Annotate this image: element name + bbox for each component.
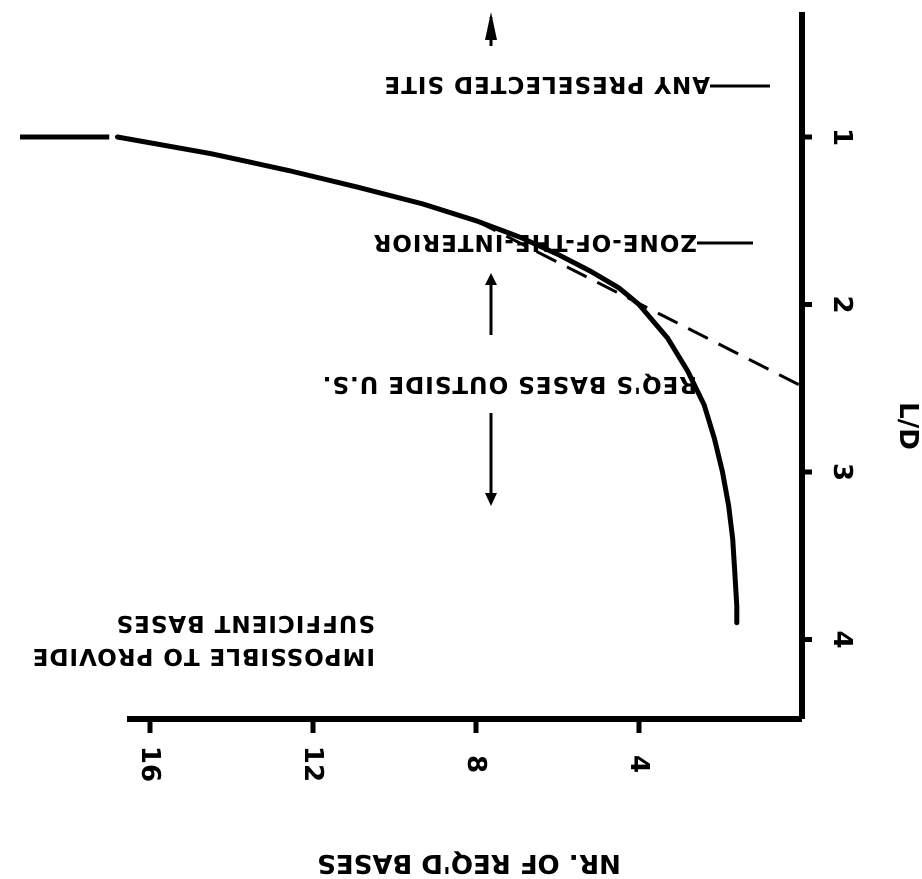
y-tick-labels: 4 8 12 16	[135, 746, 654, 782]
annotation-zone: ZONE-OF-THE-INTERIOR	[373, 229, 697, 255]
y-tick-label-8: 8	[461, 755, 491, 773]
x-tick-marks	[802, 134, 812, 642]
x-tick-label-4: 4	[827, 630, 857, 648]
y-tick-label-16: 16	[135, 746, 165, 782]
x-tick-label-2: 2	[827, 295, 857, 313]
x-axis-title: L/D	[893, 402, 922, 450]
arrow-middle-range-head	[485, 273, 497, 285]
y-tick-label-4: 4	[624, 755, 654, 773]
annotation-impossible-line1: IMPOSSIBLE TO PROVIDE	[32, 643, 375, 669]
annotation-any-site: ANY PRESELECTED SITE	[383, 71, 710, 97]
x-tick-label-3: 3	[827, 463, 857, 481]
y-tick-label-12: 12	[298, 746, 328, 782]
series-curve	[114, 134, 740, 626]
annotation-impossible-line2: SUFFICIENT BASES	[116, 610, 376, 636]
arrow-lower-range-head	[485, 493, 497, 506]
x-tick-label-1: 1	[827, 128, 857, 146]
x-tick-labels: 1 2 3 4	[827, 128, 857, 649]
y-tick-marks	[147, 719, 642, 733]
arrow-upper-range-head	[485, 12, 497, 40]
y-axis-title: NR. OF REQ'D BASES	[317, 848, 621, 878]
annotation-req-bases: REQ'S BASES OUTSIDE U.S.	[322, 371, 697, 397]
